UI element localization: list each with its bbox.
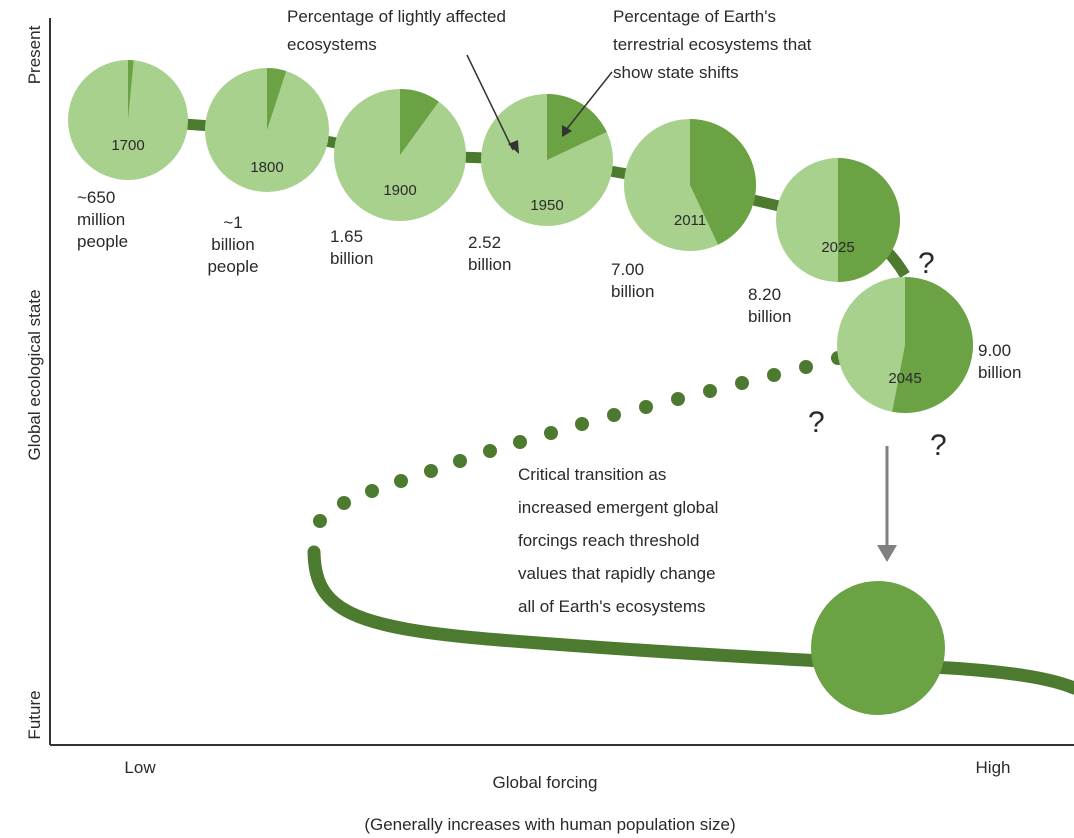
population-label-2045: 9.00 billion [978, 341, 1021, 382]
population-label-line: billion [978, 363, 1021, 382]
pie-state-shift-slice [547, 94, 607, 160]
pie-state-shift-slice [892, 277, 973, 413]
population-label-line: 1.65 [330, 227, 363, 246]
population-label-1700: ~650 million people [77, 188, 128, 251]
population-label-line: ~650 [77, 188, 115, 207]
lightly-affected-annotation-line-1: Percentage of lightly affected [287, 7, 506, 26]
pie-chart-1900: 1900 [334, 89, 466, 221]
x-axis-high-label: High [976, 758, 1011, 777]
question-mark-left: ? [808, 406, 825, 439]
population-label-1800: ~1 billion people [207, 213, 258, 276]
pie-chart-2025: 2025 [776, 158, 900, 282]
y-axis-label: Global ecological state [25, 289, 44, 460]
population-label-line: 7.00 [611, 260, 644, 279]
population-label-line: million [77, 210, 125, 229]
pie-state-shift-slice [267, 68, 287, 130]
population-label-line: billion [611, 282, 654, 301]
x-axis-label: Global forcing [493, 773, 598, 792]
transition-annotation-line-1: Critical transition as [518, 465, 666, 484]
lightly-affected-pointer-head [508, 140, 519, 154]
transition-annotation-line-4: values that rapidly change [518, 564, 716, 583]
pie-year-label: 1800 [250, 159, 283, 176]
population-label-2011: 7.00 billion [611, 260, 654, 301]
transition-annotation-line-2: increased emergent global [518, 498, 718, 517]
pie-year-label: 1700 [111, 137, 144, 154]
population-label-line: 8.20 [748, 285, 781, 304]
pie-year-label: 2025 [821, 239, 854, 256]
pie-state-shift-slice [838, 158, 900, 282]
state-shift-pointer-line [565, 71, 613, 131]
transition-arrow-head [877, 545, 897, 562]
pie-year-label: 2045 [888, 370, 921, 387]
state-shift-annotation-line-2: terrestrial ecosystems that [613, 35, 812, 54]
x-axis-low-label: Low [124, 758, 156, 777]
x-axis-sublabel: (Generally increases with human populati… [364, 815, 735, 834]
lightly-affected-annotation-line-2: ecosystems [287, 35, 377, 54]
population-label-line: billion [211, 235, 254, 254]
population-label-1950: 2.52 billion [468, 233, 511, 274]
population-label-1900: 1.65 billion [330, 227, 373, 268]
future-state-circle [811, 581, 945, 715]
population-label-line: 9.00 [978, 341, 1011, 360]
pie-year-label: 2011 [674, 212, 706, 229]
future-trajectory-path [307, 545, 1074, 695]
pie-chart-1700: 1700 [68, 60, 188, 180]
pie-state-shift-slice [400, 89, 439, 155]
population-label-line: ~1 [223, 213, 242, 232]
pie-chart-1950: 1950 [481, 94, 613, 226]
population-label-line: people [77, 232, 128, 251]
pie-chart-group: 1700 1800 1900 1950 2011 2025 2045 [68, 60, 973, 413]
dotted-trajectory [313, 351, 845, 528]
population-label-line: billion [748, 307, 791, 326]
pie-chart-1800: 1800 [205, 68, 329, 192]
transition-annotation-line-5: all of Earth's ecosystems [518, 597, 705, 616]
state-shift-annotation-line-3: show state shifts [613, 63, 739, 82]
population-label-line: 2.52 [468, 233, 501, 252]
y-axis-top-label: Present [25, 25, 44, 84]
population-label-2025: 8.20 billion [748, 285, 791, 326]
state-shift-annotation-line-1: Percentage of Earth's [613, 7, 776, 26]
y-axis-bottom-label: Future [25, 690, 44, 739]
pie-chart-2045: 2045 [837, 277, 973, 413]
population-label-line: billion [468, 255, 511, 274]
pie-state-shift-slice [690, 119, 757, 245]
population-label-line: billion [330, 249, 373, 268]
pie-chart-2011: 2011 [624, 119, 757, 251]
pie-year-label: 1900 [383, 182, 416, 199]
lightly-affected-pointer-line [466, 54, 514, 151]
pie-year-label: 1950 [530, 197, 563, 214]
pie-state-shift-slice [128, 60, 134, 120]
question-mark-upper: ? [918, 247, 935, 280]
state-shift-pointer-head [562, 125, 572, 137]
transition-annotation-line-3: forcings reach threshold [518, 531, 699, 550]
population-label-line: people [207, 257, 258, 276]
population-labels: ~650 million people ~1 billion people 1.65 bill… [77, 188, 1021, 382]
question-mark-right: ? [930, 429, 947, 462]
